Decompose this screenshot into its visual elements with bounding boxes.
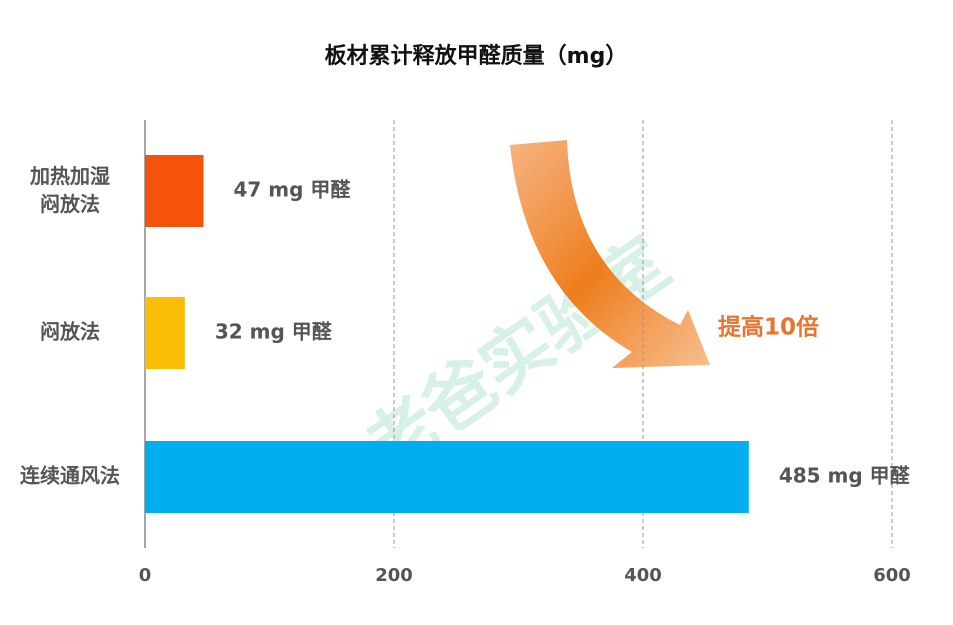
y-tick-label: 闷放法 [40,320,100,344]
y-tick-label: 加热加湿闷放法 [29,164,110,216]
bar [145,155,204,227]
bar [145,441,749,513]
bar [145,297,185,369]
x-tick-label: 200 [375,565,413,586]
x-tick-label: 0 [139,565,152,586]
y-tick-label: 连续通风法 [20,464,120,488]
annotation: 提高10倍 [718,314,819,341]
arrow [510,140,710,368]
x-tick-label: 400 [624,565,662,586]
value-label: 47 mg 甲醛 [234,178,352,202]
chart-title: 板材累计释放甲醛质量（mg） [325,43,628,69]
value-label: 485 mg 甲醛 [779,464,911,488]
value-label: 32 mg 甲醛 [215,320,333,344]
x-tick-label: 600 [873,565,911,586]
